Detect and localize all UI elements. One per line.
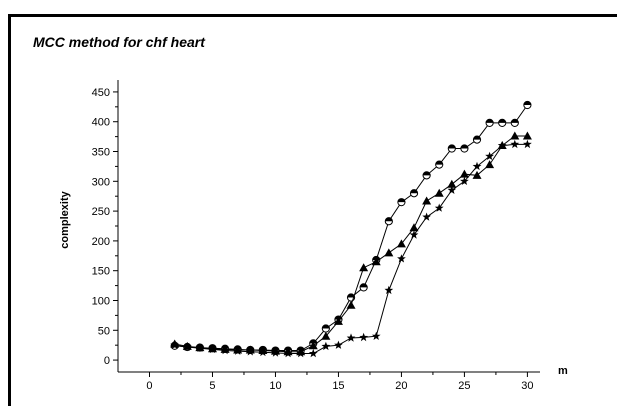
data-point-circle-fill (360, 283, 368, 288)
data-point-triangle (422, 196, 432, 205)
series-star (170, 139, 532, 358)
data-point-star (346, 333, 356, 342)
data-point-star (308, 348, 318, 358)
data-point-star (409, 230, 419, 239)
data-point-triangle (409, 223, 419, 232)
axes: 0 50 100 150 200 250 300 350 400 450 0 5 10 15 20 25 30 (92, 80, 540, 392)
data-point-circle-fill (460, 144, 469, 149)
data-point-star (497, 141, 507, 150)
y-tick-label: 350 (92, 147, 110, 159)
y-tick-label: 300 (92, 176, 110, 188)
data-point-triangle (359, 263, 369, 272)
data-point-triangle (447, 179, 457, 188)
data-point-circle-fill (397, 198, 406, 203)
series-line-filled-triangle (174, 135, 528, 353)
data-point-triangle (308, 341, 318, 350)
data-point-star (384, 285, 394, 295)
data-point-star (182, 342, 192, 351)
data-point-circle-fill (435, 161, 443, 165)
y-tick-label: 100 (92, 295, 110, 307)
data-point-star (208, 344, 217, 354)
x-tick-label: 20 (395, 380, 407, 392)
data-point-triangle (371, 257, 381, 266)
data-point-circle-fill (473, 135, 481, 140)
data-point-triangle (522, 131, 532, 140)
data-point-star (434, 203, 444, 212)
x-tick-label: 30 (521, 380, 533, 392)
data-point-circle-fill (498, 119, 506, 123)
data-point-circle-fill (523, 101, 532, 106)
data-point-star (245, 347, 255, 356)
data-point-triangle (472, 170, 482, 179)
data-point-circle-fill (448, 144, 456, 149)
data-point-star (258, 347, 268, 357)
data-point-star (195, 343, 205, 352)
data-point-triangle (333, 316, 343, 325)
y-tick-label: 50 (98, 325, 110, 337)
data-point-triangle (434, 188, 444, 197)
y-tick-label: 400 (92, 117, 110, 129)
data-point-circle-fill (511, 119, 519, 123)
x-tick-label: 15 (332, 380, 344, 392)
y-tick-label: 450 (92, 87, 110, 99)
data-point-circle-fill (410, 189, 418, 194)
data-point-star (485, 151, 494, 160)
y-axis-label: complexity (59, 190, 71, 248)
data-point-star (510, 139, 520, 149)
data-point-star (321, 341, 331, 351)
data-point-triangle (459, 169, 469, 178)
data-point-triangle (346, 300, 356, 309)
x-tick-label: 5 (209, 380, 215, 392)
data-point-triangle (396, 239, 406, 248)
x-tick-label: 10 (269, 380, 281, 392)
x-axis-label: m (558, 365, 568, 377)
data-point-star (422, 212, 431, 221)
data-point-star (296, 348, 305, 358)
series-layer (170, 100, 532, 358)
x-tick-label: 0 (146, 380, 152, 392)
y-tick-label: 250 (92, 206, 110, 218)
data-point-star (371, 331, 381, 340)
data-point-circle-fill (423, 171, 431, 176)
data-point-triangle (485, 160, 495, 169)
data-point-circle-fill (385, 217, 393, 222)
y-tick-label: 0 (104, 355, 110, 367)
data-point-star (170, 340, 180, 349)
data-point-star (334, 340, 343, 349)
data-point-star (283, 348, 293, 358)
data-point-star (472, 161, 482, 171)
data-point-star (397, 254, 406, 263)
series-half-filled-circle (170, 100, 532, 355)
data-point-triangle (510, 131, 520, 140)
data-point-circle-fill (322, 324, 330, 329)
data-point-circle-fill (486, 119, 494, 123)
data-point-circle-fill (347, 293, 355, 298)
data-point-star (523, 139, 532, 149)
y-tick-label: 150 (92, 266, 110, 278)
data-point-star (359, 332, 368, 342)
data-point-star (460, 176, 469, 185)
data-point-triangle (321, 331, 331, 340)
data-point-star (447, 185, 457, 194)
data-point-triangle (384, 248, 394, 257)
chart-title: MCC method for chf heart (33, 34, 205, 50)
data-point-star (233, 346, 242, 355)
data-point-star (220, 345, 230, 355)
y-tick-label: 200 (92, 236, 110, 248)
x-tick-label: 25 (458, 380, 470, 392)
data-point-star (271, 348, 280, 357)
